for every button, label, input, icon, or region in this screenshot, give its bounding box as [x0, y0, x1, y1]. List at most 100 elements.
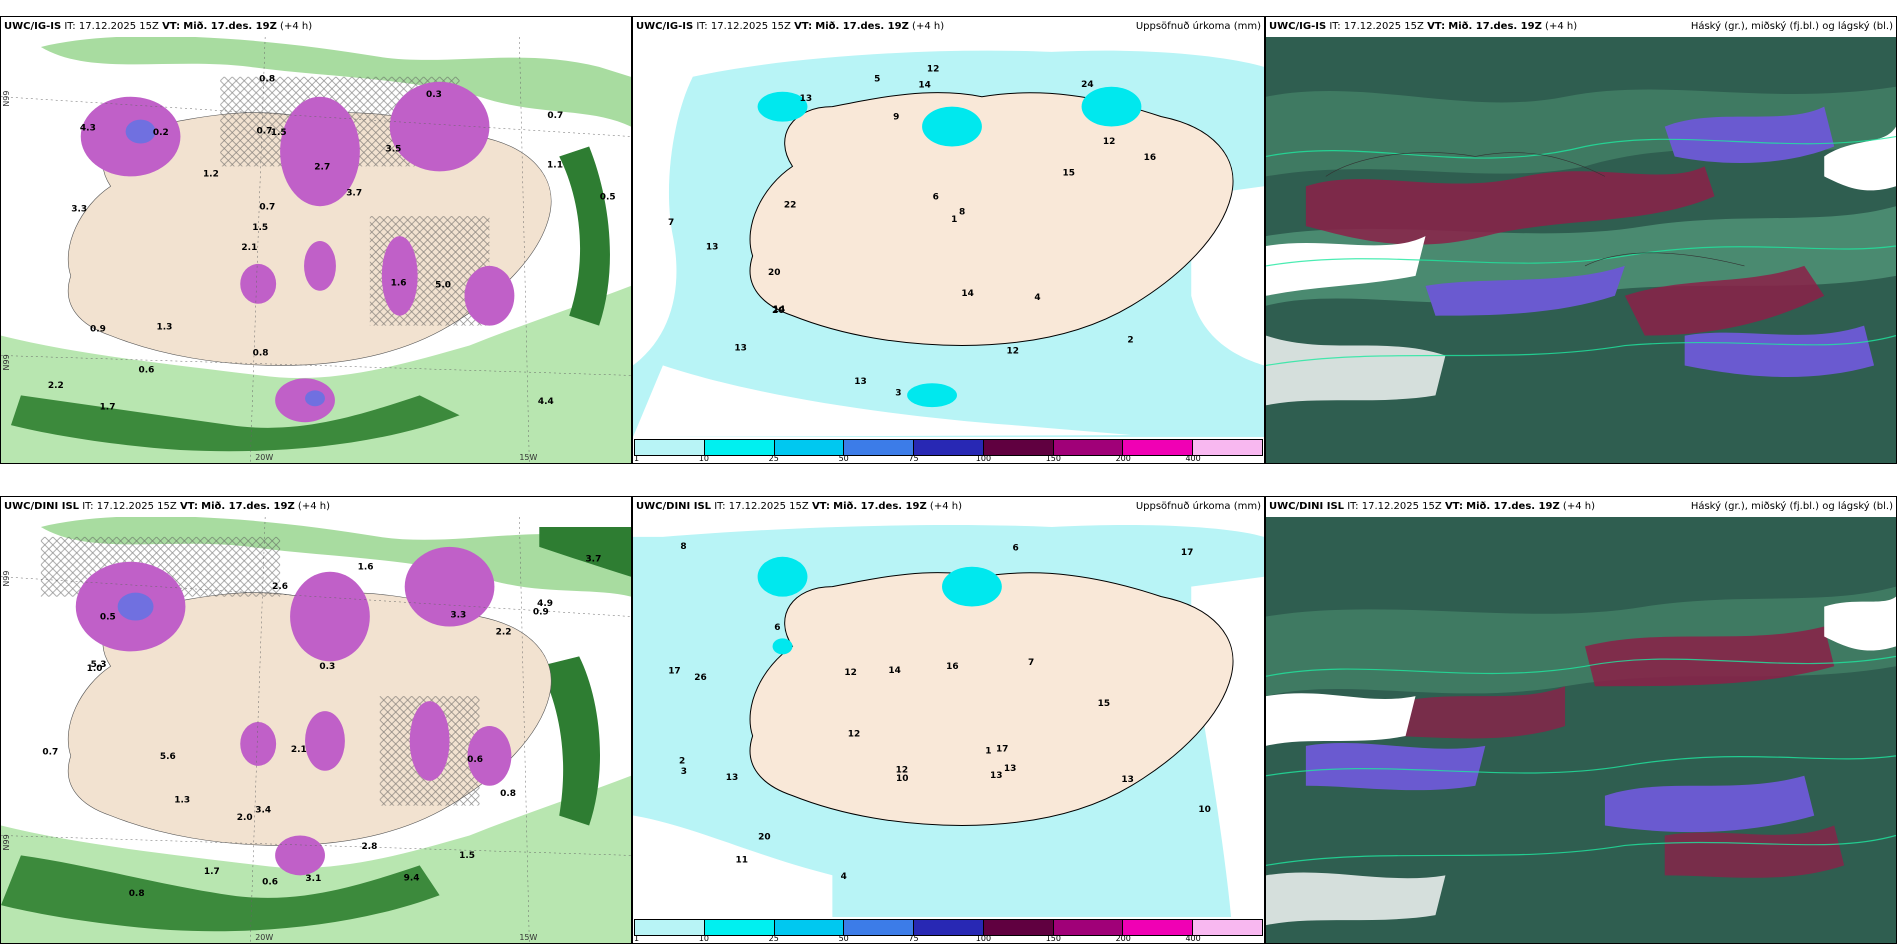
vt-value: Mið. 17.des. 19Z	[1448, 21, 1542, 32]
colorbar-tick-label: 400	[1185, 934, 1201, 943]
map-area[interactable]: N99 N99 20W 15W 4.4 3.3 0.7 2.1 3.5 1.7 0.7 2.7…	[1, 37, 631, 463]
colorbar-swatch	[983, 440, 1054, 455]
it-value: 17.12.2025 15Z	[710, 21, 791, 32]
panel-title: Uppsöfnuð úrkoma (mm)	[1135, 21, 1261, 32]
colorbar-labels: 1 10 25 50 75 100 150 200 400	[634, 934, 1263, 943]
lead-time: (+4 h)	[912, 21, 945, 32]
value-label: 0.3	[319, 662, 335, 672]
colorbar-swatch	[1053, 920, 1124, 935]
value-label: 22	[784, 201, 796, 211]
colorbar-swatch	[704, 440, 775, 455]
value-label: 0.7	[259, 202, 275, 212]
colorbar-tick-label: 200	[1115, 454, 1131, 463]
value-label: 17	[668, 666, 680, 676]
it-label: IT:	[714, 501, 726, 512]
value-label: 6	[1012, 543, 1018, 553]
value-label: 2.1	[291, 745, 307, 755]
value-label: 0.5	[600, 193, 616, 203]
value-label: 8	[959, 207, 965, 217]
lat-label: N99	[2, 91, 11, 107]
map-area[interactable]	[1266, 37, 1896, 463]
it-label: IT:	[64, 21, 76, 32]
value-label: 0.6	[467, 755, 483, 765]
value-label: 13	[706, 243, 718, 253]
value-label: 0.7	[256, 127, 272, 137]
value-label: 3.4	[255, 806, 271, 816]
value-label: 7	[668, 218, 674, 228]
value-label: 16	[1144, 153, 1156, 163]
value-label: 24	[1081, 80, 1093, 90]
colorbar-swatch	[635, 440, 705, 455]
colorbar-swatch	[1053, 440, 1124, 455]
vt-value: Mið. 17.des. 19Z	[201, 501, 295, 512]
value-label: 13	[734, 343, 746, 353]
colorbar-tick-label: 100	[975, 454, 992, 463]
colorbar-swatches	[634, 439, 1263, 456]
colorbar-tick-label: 1	[634, 454, 640, 463]
vt-label: VT:	[1444, 501, 1463, 512]
value-label: 4.3	[80, 124, 96, 134]
vt-label: VT:	[1427, 21, 1446, 32]
map-area[interactable]: N99 N99 20W 15W 2.0 3.4 1.6 0.8 2.6 1.7 3.7 4.9…	[1, 517, 631, 943]
colorbar-swatch	[1123, 920, 1194, 935]
cloud-map	[1266, 37, 1896, 463]
value-label: 1.2	[203, 170, 219, 180]
panel-igis-accum: UWC/IG-IS IT: 17.12.2025 15Z VT: Mið. 17…	[632, 16, 1265, 464]
it-value: 17.12.2025 15Z	[78, 21, 159, 32]
precip-type-map: N99 N99 20W 15W 4.4 3.3 0.7 2.1 3.5 1.7 0.7 2.7…	[1, 37, 631, 463]
panel-igis-precip-type: UWC/IG-IS IT: 17.12.2025 15Z VT: Mið. 17…	[0, 16, 632, 464]
colorbar-tick-label: 100	[975, 934, 992, 943]
lead-time: (+4 h)	[297, 501, 330, 512]
map-area[interactable]: 13 26 17 13 12 14 15 17 12 16 20 17 13 12 13 10 7 3 4 6 2 1 10…	[633, 517, 1264, 917]
value-label: 0.8	[500, 789, 516, 799]
model-name: UWC/DINI ISL	[4, 501, 80, 512]
value-label: 4.9	[537, 599, 553, 609]
colorbar-swatches	[634, 919, 1263, 936]
panel-igis-cloud: UWC/IG-IS IT: 17.12.2025 15Z VT: Mið. 17…	[1265, 16, 1897, 464]
colorbar-swatch	[844, 440, 915, 455]
value-label: 12	[896, 766, 908, 776]
value-label: 4	[841, 872, 847, 882]
lat-label: N99	[2, 571, 11, 587]
value-label: 9.4	[404, 873, 420, 883]
value-label: 0.8	[253, 349, 269, 359]
value-label: 13	[800, 94, 812, 104]
vt-label: VT:	[794, 21, 813, 32]
value-label: 13	[726, 773, 738, 783]
value-label: 0.2	[153, 128, 169, 138]
value-label: 3.1	[305, 874, 321, 884]
value-label: 3	[681, 767, 687, 777]
it-label: IT:	[1329, 21, 1341, 32]
colorbar-swatch	[774, 920, 845, 935]
value-label: 2.2	[48, 381, 64, 391]
value-label: 6	[774, 623, 780, 633]
value-label: 17	[1181, 548, 1193, 558]
value-label: 0.9	[533, 608, 549, 618]
panel-title: Háský (gr.), miðský (fj.bl.) og lágský (…	[1690, 21, 1893, 32]
value-label: 1.3	[174, 796, 190, 806]
lead-time: (+4 h)	[1545, 21, 1578, 32]
map-area[interactable]: 13 24 13 12 14 22 20 14 16 15 13 12 4 1 3 5 2 7 20 13 12 14 9 8…	[633, 37, 1264, 437]
value-label: 7	[1028, 658, 1034, 668]
value-label: 5	[874, 74, 880, 84]
panel-header: UWC/IG-IS IT: 17.12.2025 15Z VT: Mið. 17…	[633, 17, 1264, 37]
value-label: 17	[996, 745, 1008, 755]
value-label: 5.0	[435, 281, 451, 291]
colorbar-tick-label: 75	[908, 934, 919, 943]
value-label: 20	[758, 832, 770, 842]
vt-label: VT:	[179, 501, 198, 512]
accum-precip-map: 1324131214222014161513124135272013121498…	[633, 37, 1264, 437]
colorbar: 1 10 25 50 75 100 150 200 400	[633, 917, 1264, 943]
model-name: UWC/DINI ISL	[1269, 501, 1345, 512]
value-label: 2.1	[241, 243, 257, 253]
value-label: 12	[844, 668, 856, 678]
value-label: 3.3	[71, 204, 87, 214]
lead-time: (+4 h)	[280, 21, 313, 32]
value-label: 13	[1004, 764, 1016, 774]
cloud-map	[1266, 517, 1896, 943]
panel-dini-cloud: UWC/DINI ISL IT: 17.12.2025 15Z VT: Mið.…	[1265, 496, 1897, 944]
panel-dini-accum: UWC/DINI ISL IT: 17.12.2025 15Z VT: Mið.…	[632, 496, 1265, 944]
colorbar-tick-label: 25	[768, 934, 779, 943]
map-area[interactable]	[1266, 517, 1896, 943]
colorbar: 1 10 25 50 75 100 150 200 400	[633, 437, 1264, 463]
